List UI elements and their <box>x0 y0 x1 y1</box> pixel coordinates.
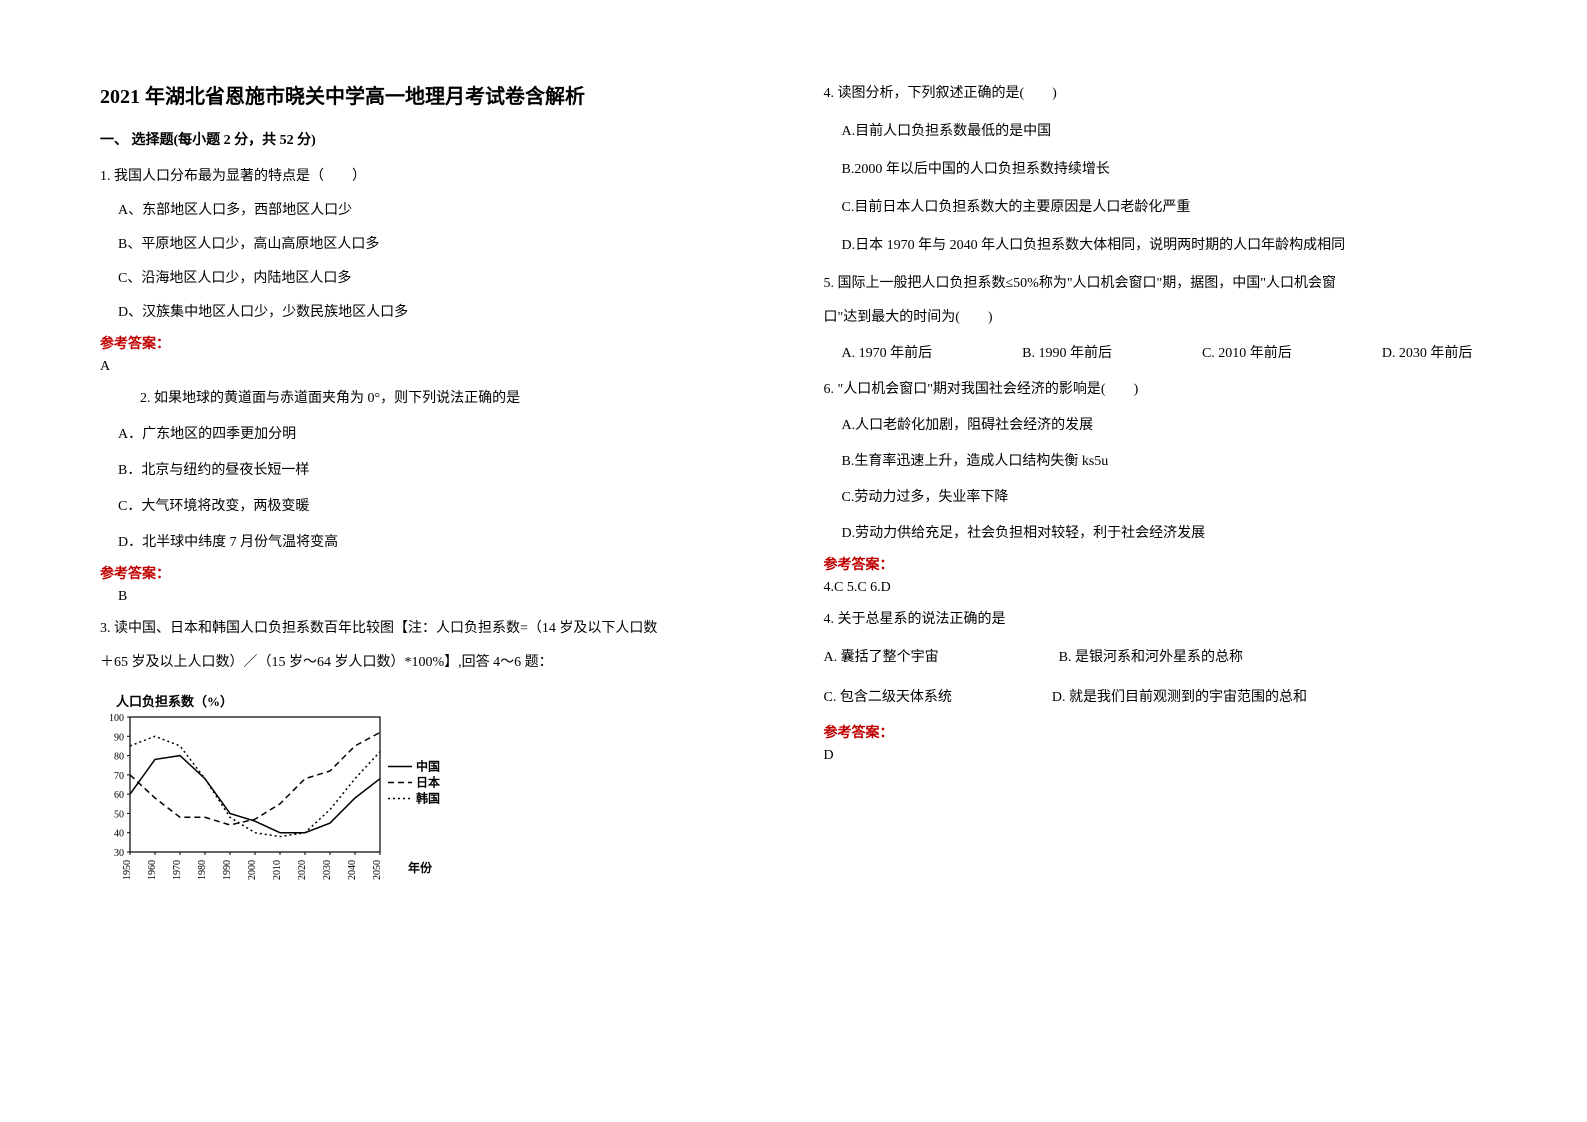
q5-option-a: A. 1970 年前后 <box>842 342 933 362</box>
q456-answer-label: 参考答案： <box>824 554 1488 574</box>
svg-text:2030: 2030 <box>322 860 333 880</box>
svg-text:2020: 2020 <box>297 860 308 880</box>
q4-option-a: A.目前人口负担系数最低的是中国 <box>824 118 1488 146</box>
q5-option-d: D. 2030 年前后 <box>1382 342 1473 362</box>
q3-stem-line2: ＋65 岁及以上人口数）／（15 岁～64 岁人口数）*100%】,回答 4～6… <box>100 649 764 677</box>
exam-title: 2021 年湖北省恩施市晓关中学高一地理月考试卷含解析 <box>100 80 764 109</box>
dependency-ratio-chart: 人口负担系数（%） 30 40 50 60 70 80 90 100 1950 1960 1970 1… <box>100 691 764 882</box>
q1-option-d: D、汉族集中地区人口少，少数民族地区人口多 <box>100 299 764 327</box>
q2-option-a: A．广东地区的四季更加分明 <box>100 421 764 449</box>
svg-text:2000: 2000 <box>247 860 258 880</box>
q2-option-c: C．大气环境将改变，两极变暖 <box>100 493 764 521</box>
q5-stem-line1: 5. 国际上一般把人口负担系数≤50%称为"人口机会窗口"期，据图，中国"人口机… <box>824 270 1488 298</box>
q2-answer-label: 参考答案： <box>100 563 764 583</box>
chart-svg: 30 40 50 60 70 80 90 100 1950 1960 1970 1980 1990 200… <box>100 712 470 882</box>
q6-option-d: D.劳动力供给充足，社会负担相对较轻，利于社会经济发展 <box>824 520 1488 548</box>
q4b-option-a: A. 囊括了整个宇宙 <box>824 644 939 672</box>
q5-stem-line2: 口"达到最大的时间为( ) <box>824 304 1488 332</box>
q4b-answer: D <box>824 748 1488 764</box>
svg-text:70: 70 <box>114 771 124 782</box>
svg-text:1980: 1980 <box>197 860 208 880</box>
svg-text:90: 90 <box>114 732 124 743</box>
q4b-option-d: D. 就是我们目前观测到的宇宙范围的总和 <box>1052 684 1307 712</box>
svg-text:40: 40 <box>114 829 124 840</box>
svg-text:2050: 2050 <box>372 860 383 880</box>
svg-text:100: 100 <box>109 713 124 724</box>
q3-stem-line1: 3. 读中国、日本和韩国人口负担系数百年比较图【注：人口负担系数=（14 岁及以… <box>100 615 764 643</box>
q4-option-b: B.2000 年以后中国的人口负担系数持续增长 <box>824 156 1488 184</box>
q5-option-c: C. 2010 年前后 <box>1202 342 1292 362</box>
q5-option-b: B. 1990 年前后 <box>1022 342 1112 362</box>
svg-text:1970: 1970 <box>172 860 183 880</box>
q4-stem: 4. 读图分析，下列叙述正确的是( ) <box>824 80 1488 108</box>
svg-text:60: 60 <box>114 790 124 801</box>
q6-option-c: C.劳动力过多，失业率下降 <box>824 484 1488 512</box>
q4b-stem: 4. 关于总星系的说法正确的是 <box>824 606 1488 634</box>
svg-text:50: 50 <box>114 809 124 820</box>
svg-text:2040: 2040 <box>347 860 358 880</box>
q1-option-c: C、沿海地区人口少，内陆地区人口多 <box>100 265 764 293</box>
svg-text:2010: 2010 <box>272 860 283 880</box>
chart-title: 人口负担系数（%） <box>116 691 764 710</box>
q1-stem: 1. 我国人口分布最为显著的特点是（ ） <box>100 163 764 191</box>
svg-text:年份: 年份 <box>408 860 433 875</box>
q2-stem: 2. 如果地球的黄道面与赤道面夹角为 0°，则下列说法正确的是 <box>100 385 764 413</box>
q4-option-c: C.目前日本人口负担系数大的主要原因是人口老龄化严重 <box>824 194 1488 222</box>
q456-answer: 4.C 5.C 6.D <box>824 580 1488 596</box>
q4b-answer-label: 参考答案： <box>824 722 1488 742</box>
section-heading: 一、 选择题(每小题 2 分，共 52 分) <box>100 129 764 149</box>
q6-stem: 6. "人口机会窗口"期对我国社会经济的影响是( ) <box>824 376 1488 404</box>
svg-text:1990: 1990 <box>222 860 233 880</box>
q1-answer: A <box>100 359 764 375</box>
q2-option-b: B．北京与纽约的昼夜长短一样 <box>100 457 764 485</box>
svg-text:1960: 1960 <box>147 860 158 880</box>
svg-text:韩国: 韩国 <box>416 791 440 806</box>
q1-answer-label: 参考答案： <box>100 333 764 353</box>
q6-option-b: B.生育率迅速上升，造成人口结构失衡 ks5u <box>824 448 1488 476</box>
svg-text:30: 30 <box>114 848 124 859</box>
svg-text:中国: 中国 <box>416 759 440 774</box>
q4b-option-b: B. 是银河系和河外星系的总称 <box>1059 644 1243 672</box>
q2-answer: B <box>100 589 764 605</box>
q6-option-a: A.人口老龄化加剧，阻碍社会经济的发展 <box>824 412 1488 440</box>
svg-text:80: 80 <box>114 752 124 763</box>
q1-option-b: B、平原地区人口少，高山高原地区人口多 <box>100 231 764 259</box>
svg-text:1950: 1950 <box>122 860 133 880</box>
q2-option-d: D．北半球中纬度 7 月份气温将变高 <box>100 529 764 557</box>
q4b-option-c: C. 包含二级天体系统 <box>824 684 952 712</box>
q4-option-d: D.日本 1970 年与 2040 年人口负担系数大体相同，说明两时期的人口年龄… <box>824 232 1488 260</box>
q1-option-a: A、东部地区人口多，西部地区人口少 <box>100 197 764 225</box>
svg-text:日本: 日本 <box>416 775 440 790</box>
